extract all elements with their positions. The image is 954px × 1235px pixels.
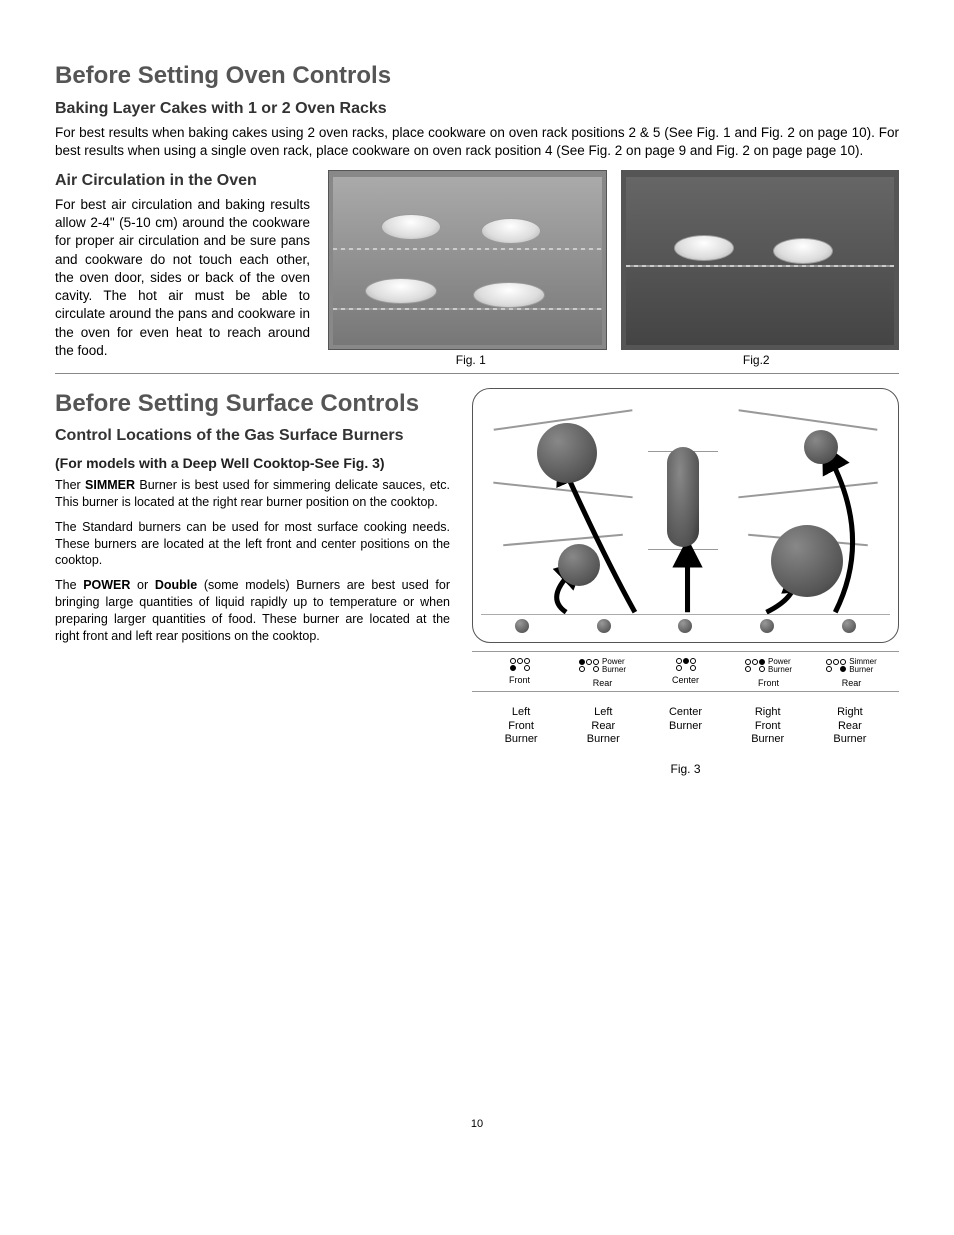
burner-icon	[558, 544, 600, 586]
indicator: PowerBurner Front	[727, 658, 810, 689]
subsubheading-deepwell: (For models with a Deep Well Cooktop-See…	[55, 454, 450, 473]
knob-icon	[515, 619, 529, 633]
burner-icon	[804, 430, 838, 464]
section-surface-controls: Before Setting Surface Controls Control …	[55, 388, 899, 778]
burner-label: CenterBurner	[644, 706, 726, 747]
air-circulation-text: Air Circulation in the Oven For best air…	[55, 170, 310, 360]
burner-label: LeftRearBurner	[562, 706, 644, 747]
figure-2-oven	[621, 170, 900, 350]
indicator-dots-icon	[826, 659, 846, 672]
cooktop-diagram	[472, 388, 899, 643]
indicator-label: PowerBurner	[768, 658, 792, 674]
subheading-control-locations: Control Locations of the Gas Surface Bur…	[55, 426, 450, 446]
paragraph-baking: For best results when baking cakes using…	[55, 124, 899, 160]
indicator-position: Front	[509, 674, 530, 686]
burner-center-oval-icon	[667, 447, 699, 547]
knob-icon	[760, 619, 774, 633]
indicator-dots-icon	[745, 659, 765, 672]
indicator-label: PowerBurner	[602, 658, 626, 674]
indicator-row: Front PowerBurner Rear Center PowerBurner Fro…	[472, 651, 899, 692]
indicator-dots-icon	[676, 658, 696, 671]
indicator: SimmerBurner Rear	[810, 658, 893, 689]
indicator-position: Front	[758, 677, 779, 689]
indicator-position: Center	[672, 674, 699, 686]
heading-oven-controls: Before Setting Oven Controls	[55, 60, 899, 92]
subheading-baking: Baking Layer Cakes with 1 or 2 Oven Rack…	[55, 98, 899, 120]
knob-icon	[842, 619, 856, 633]
indicator-position: Rear	[842, 677, 862, 689]
paragraph-power: The POWER or Double (some models) Burner…	[55, 577, 450, 645]
subheading-air: Air Circulation in the Oven	[55, 170, 310, 192]
cooktop-knob-row	[481, 614, 890, 638]
page-number: 10	[55, 1117, 899, 1132]
figure-1-oven	[328, 170, 607, 350]
oven-figures: Fig. 1 Fig.2	[328, 170, 899, 368]
indicator: PowerBurner Rear	[561, 658, 644, 689]
paragraph-air: For best air circulation and baking resu…	[55, 196, 310, 360]
surface-text-column: Before Setting Surface Controls Control …	[55, 388, 450, 653]
indicator: Center	[644, 658, 727, 689]
paragraph-simmer: Ther SIMMER Burner is best used for simm…	[55, 477, 450, 511]
indicator-dots-icon	[579, 659, 599, 672]
heading-surface-controls: Before Setting Surface Controls	[55, 388, 450, 420]
indicator: Front	[478, 658, 561, 689]
burner-labels-row: LeftFrontBurnerLeftRearBurnerCenterBurne…	[472, 706, 899, 747]
burner-label: RightFrontBurner	[727, 706, 809, 747]
paragraph-standard: The Standard burners can be used for mos…	[55, 519, 450, 570]
indicator-label: SimmerBurner	[849, 658, 877, 674]
air-circulation-row: Air Circulation in the Oven For best air…	[55, 170, 899, 368]
caption-fig2: Fig.2	[614, 352, 900, 368]
cooktop-column: Front PowerBurner Rear Center PowerBurner Fro…	[472, 388, 899, 778]
section-oven-controls: Before Setting Oven Controls Baking Laye…	[55, 60, 899, 369]
knob-icon	[678, 619, 692, 633]
caption-fig1: Fig. 1	[328, 352, 614, 368]
caption-fig3: Fig. 3	[472, 761, 899, 777]
divider	[55, 373, 899, 374]
indicator-position: Rear	[593, 677, 613, 689]
burner-label: RightRearBurner	[809, 706, 891, 747]
knob-icon	[597, 619, 611, 633]
burner-label: LeftFrontBurner	[480, 706, 562, 747]
burner-icon	[771, 525, 843, 597]
burner-icon	[537, 423, 597, 483]
indicator-dots-icon	[510, 658, 530, 671]
